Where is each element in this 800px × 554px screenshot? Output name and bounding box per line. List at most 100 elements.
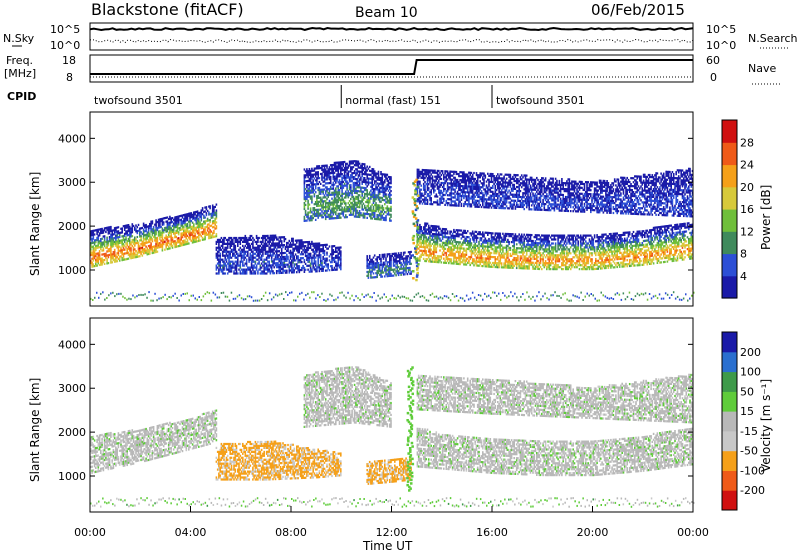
scatter-cell — [498, 240, 500, 243]
scatter-cell — [97, 254, 100, 257]
scatter-cell — [528, 265, 530, 268]
scatter-cell — [342, 198, 345, 201]
scatter-cell — [332, 258, 335, 262]
scatter-cell — [377, 198, 380, 201]
scatter-cell — [135, 250, 137, 253]
scatter-cell — [150, 228, 152, 231]
scatter-cell — [529, 239, 532, 242]
scatter-cell — [345, 208, 347, 211]
scatter-cell — [484, 259, 487, 262]
scatter-cell — [385, 201, 387, 204]
scatter-cell — [389, 207, 391, 210]
scatter-cell — [493, 256, 495, 259]
scatter-cell — [341, 206, 343, 209]
scatter-cell — [390, 209, 392, 212]
scatter-cell — [375, 210, 377, 213]
scatter-cell — [167, 247, 170, 250]
scatter-cell — [232, 242, 234, 245]
scatter-cell — [189, 234, 191, 237]
scatter-cell — [389, 261, 391, 264]
scatter-cell — [485, 231, 488, 234]
scatter-cell — [270, 234, 273, 237]
scatter-cell — [372, 266, 375, 269]
scatter-cell — [107, 228, 110, 231]
scatter-cell — [208, 227, 210, 230]
scatter-cell — [272, 272, 274, 275]
scatter-cell — [263, 262, 265, 265]
scatter-cell — [440, 261, 443, 264]
scatter-cell — [309, 256, 312, 259]
scatter-cell — [312, 242, 314, 245]
scatter-cell — [390, 182, 392, 185]
scatter-cell — [514, 258, 517, 262]
scatter-cell — [306, 256, 308, 259]
scatter-cell — [144, 242, 146, 245]
scatter-cell — [306, 184, 308, 187]
scatter-cell — [367, 270, 370, 273]
scatter-cell — [280, 271, 283, 274]
scatter-cell — [533, 255, 536, 258]
scatter-cell — [306, 250, 308, 254]
scatter-cell — [323, 257, 326, 260]
scatter-cell — [247, 240, 249, 243]
scatter-cell — [445, 236, 448, 239]
scatter-cell — [225, 238, 228, 241]
scatter-cell — [142, 222, 145, 225]
scatter-cell — [336, 254, 338, 257]
scatter-cell — [487, 247, 489, 250]
scatter-cell — [131, 225, 134, 228]
scatter-cell — [367, 209, 370, 212]
scatter-cell — [424, 259, 426, 263]
scatter-cell — [498, 246, 500, 249]
scatter-cell — [517, 255, 519, 258]
scatter-cell — [167, 235, 170, 238]
scatter-cell — [245, 272, 248, 275]
scatter-cell — [199, 215, 201, 218]
scatter-cell — [532, 243, 534, 247]
scatter-cell — [289, 251, 292, 254]
scatter-cell — [273, 272, 275, 275]
scatter-cell — [164, 236, 166, 239]
scatter-cell — [219, 268, 221, 271]
scatter-cell — [381, 187, 384, 190]
scatter-cell — [175, 218, 177, 221]
scatter-cell — [348, 180, 351, 183]
scatter-cell — [304, 180, 307, 183]
scatter-cell — [475, 258, 478, 261]
scatter-cell — [387, 267, 390, 270]
scatter-cell — [319, 267, 322, 271]
scatter-cell — [519, 239, 522, 242]
scatter-cell — [373, 213, 376, 216]
scatter-cell — [367, 181, 370, 184]
scatter-cell — [366, 181, 368, 184]
scatter-cell — [338, 165, 341, 168]
scatter-cell — [219, 264, 221, 267]
scatter-cell — [102, 241, 105, 244]
scatter-cell — [335, 193, 337, 196]
scatter-cell — [385, 271, 387, 274]
scatter-cell — [407, 255, 410, 258]
scatter-cell — [303, 188, 306, 191]
scatter-cell — [311, 181, 313, 184]
scatter-cell — [443, 247, 445, 250]
scatter-cell — [208, 231, 210, 234]
scatter-cell — [495, 240, 498, 243]
scatter-cell — [326, 186, 328, 189]
scatter-cell — [118, 257, 121, 260]
scatter-cell — [312, 209, 314, 212]
scatter-cell — [362, 190, 365, 193]
scatter-cell — [528, 255, 530, 258]
scatter-cell — [307, 264, 309, 267]
scatter-cell — [507, 262, 509, 265]
scatter-cell — [112, 255, 115, 258]
scatter-cell — [145, 223, 147, 227]
scatter-cell — [534, 267, 537, 270]
scatter-cell — [417, 237, 420, 240]
scatter-cell — [352, 172, 355, 175]
scatter-cell — [502, 254, 504, 257]
scatter-cell — [324, 269, 327, 272]
scatter-cell — [464, 239, 466, 242]
scatter-cell — [302, 241, 304, 244]
scatter-cell — [260, 256, 263, 259]
scatter-cell — [402, 265, 405, 268]
